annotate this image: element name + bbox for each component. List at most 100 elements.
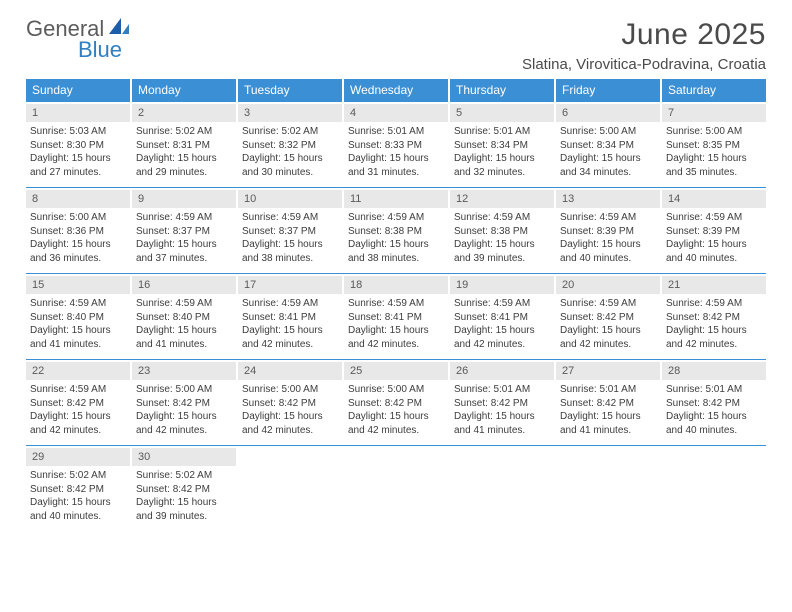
sunset-line: Sunset: 8:42 PM (666, 397, 762, 411)
calendar-grid: SundayMondayTuesdayWednesdayThursdayFrid… (26, 79, 766, 527)
empty-cell (450, 448, 554, 466)
daylight-line-1: Daylight: 15 hours (30, 496, 126, 510)
day-number: 14 (662, 190, 766, 208)
day-number: 17 (238, 276, 342, 294)
day-number: 28 (662, 362, 766, 380)
header: General Blue June 2025 Slatina, Viroviti… (26, 18, 766, 73)
logo: General Blue (26, 18, 131, 61)
day-body: Sunrise: 4:59 AMSunset: 8:42 PMDaylight:… (662, 294, 766, 355)
day-header: Tuesday (238, 79, 342, 102)
sunrise-line: Sunrise: 5:02 AM (30, 469, 126, 483)
sunrise-line: Sunrise: 5:01 AM (666, 383, 762, 397)
daylight-line-1: Daylight: 15 hours (136, 152, 232, 166)
empty-cell (556, 448, 660, 466)
sunset-line: Sunset: 8:40 PM (30, 311, 126, 325)
day-body: Sunrise: 4:59 AMSunset: 8:39 PMDaylight:… (662, 208, 766, 269)
day-body: Sunrise: 4:59 AMSunset: 8:41 PMDaylight:… (238, 294, 342, 355)
sunrise-line: Sunrise: 5:02 AM (136, 125, 232, 139)
sunrise-line: Sunrise: 5:00 AM (666, 125, 762, 139)
daylight-line-2: and 40 minutes. (30, 510, 126, 524)
day-header: Monday (132, 79, 236, 102)
sunset-line: Sunset: 8:42 PM (560, 397, 656, 411)
sunset-line: Sunset: 8:30 PM (30, 139, 126, 153)
daylight-line-2: and 39 minutes. (454, 252, 550, 266)
sunrise-line: Sunrise: 4:59 AM (348, 211, 444, 225)
day-number: 10 (238, 190, 342, 208)
sunrise-line: Sunrise: 5:02 AM (136, 469, 232, 483)
daylight-line-2: and 27 minutes. (30, 166, 126, 180)
sunset-line: Sunset: 8:37 PM (136, 225, 232, 239)
sunrise-line: Sunrise: 5:01 AM (454, 125, 550, 139)
sunset-line: Sunset: 8:36 PM (30, 225, 126, 239)
sunset-line: Sunset: 8:42 PM (30, 397, 126, 411)
daylight-line-2: and 42 minutes. (348, 338, 444, 352)
sunset-line: Sunset: 8:42 PM (136, 483, 232, 497)
day-body: Sunrise: 4:59 AMSunset: 8:41 PMDaylight:… (450, 294, 554, 355)
daylight-line-2: and 32 minutes. (454, 166, 550, 180)
day-body: Sunrise: 4:59 AMSunset: 8:37 PMDaylight:… (238, 208, 342, 269)
day-body: Sunrise: 5:00 AMSunset: 8:34 PMDaylight:… (556, 122, 660, 183)
day-number: 6 (556, 104, 660, 122)
day-number: 21 (662, 276, 766, 294)
day-body: Sunrise: 5:00 AMSunset: 8:42 PMDaylight:… (344, 380, 448, 441)
daylight-line-2: and 42 minutes. (242, 424, 338, 438)
sunrise-line: Sunrise: 4:59 AM (348, 297, 444, 311)
daylight-line-1: Daylight: 15 hours (136, 238, 232, 252)
day-body (556, 466, 660, 527)
sunset-line: Sunset: 8:38 PM (454, 225, 550, 239)
sunrise-line: Sunrise: 5:01 AM (348, 125, 444, 139)
daylight-line-1: Daylight: 15 hours (454, 324, 550, 338)
day-number: 23 (132, 362, 236, 380)
day-number: 15 (26, 276, 130, 294)
sunset-line: Sunset: 8:41 PM (348, 311, 444, 325)
daylight-line-1: Daylight: 15 hours (242, 410, 338, 424)
day-body (344, 466, 448, 527)
day-body: Sunrise: 5:01 AMSunset: 8:34 PMDaylight:… (450, 122, 554, 183)
day-body: Sunrise: 5:02 AMSunset: 8:42 PMDaylight:… (26, 466, 130, 527)
daylight-line-1: Daylight: 15 hours (560, 152, 656, 166)
day-number: 13 (556, 190, 660, 208)
day-number: 22 (26, 362, 130, 380)
sunrise-line: Sunrise: 5:00 AM (242, 383, 338, 397)
daylight-line-1: Daylight: 15 hours (666, 324, 762, 338)
page-root: General Blue June 2025 Slatina, Viroviti… (0, 0, 792, 527)
daylight-line-1: Daylight: 15 hours (560, 410, 656, 424)
daylight-line-1: Daylight: 15 hours (30, 324, 126, 338)
sunset-line: Sunset: 8:42 PM (666, 311, 762, 325)
logo-text-block: General Blue (26, 18, 131, 61)
week-separator (26, 359, 766, 360)
sunset-line: Sunset: 8:38 PM (348, 225, 444, 239)
day-header: Saturday (662, 79, 766, 102)
day-number: 8 (26, 190, 130, 208)
daylight-line-2: and 42 minutes. (348, 424, 444, 438)
daylight-line-1: Daylight: 15 hours (136, 496, 232, 510)
daylight-line-2: and 40 minutes. (666, 424, 762, 438)
day-number: 24 (238, 362, 342, 380)
daylight-line-1: Daylight: 15 hours (348, 238, 444, 252)
daylight-line-1: Daylight: 15 hours (666, 238, 762, 252)
daylight-line-2: and 42 minutes. (30, 424, 126, 438)
empty-cell (344, 448, 448, 466)
sunrise-line: Sunrise: 5:01 AM (560, 383, 656, 397)
sunset-line: Sunset: 8:37 PM (242, 225, 338, 239)
day-number: 29 (26, 448, 130, 466)
sunrise-line: Sunrise: 4:59 AM (30, 297, 126, 311)
day-body: Sunrise: 5:01 AMSunset: 8:42 PMDaylight:… (556, 380, 660, 441)
daylight-line-1: Daylight: 15 hours (454, 238, 550, 252)
sunset-line: Sunset: 8:41 PM (242, 311, 338, 325)
daylight-line-2: and 42 minutes. (242, 338, 338, 352)
empty-cell (662, 448, 766, 466)
sunrise-line: Sunrise: 4:59 AM (454, 297, 550, 311)
sunset-line: Sunset: 8:31 PM (136, 139, 232, 153)
sunrise-line: Sunrise: 4:59 AM (242, 211, 338, 225)
empty-cell (238, 448, 342, 466)
sunrise-line: Sunrise: 4:59 AM (666, 211, 762, 225)
sunrise-line: Sunrise: 4:59 AM (136, 211, 232, 225)
day-number: 16 (132, 276, 236, 294)
day-number: 25 (344, 362, 448, 380)
week-separator (26, 445, 766, 446)
daylight-line-1: Daylight: 15 hours (666, 410, 762, 424)
daylight-line-1: Daylight: 15 hours (136, 410, 232, 424)
day-number: 20 (556, 276, 660, 294)
day-number: 4 (344, 104, 448, 122)
